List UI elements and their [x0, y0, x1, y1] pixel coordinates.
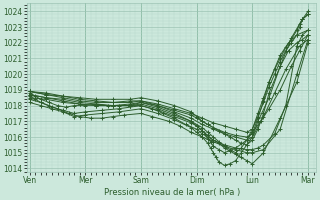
X-axis label: Pression niveau de la mer( hPa ): Pression niveau de la mer( hPa ) [103, 188, 240, 197]
